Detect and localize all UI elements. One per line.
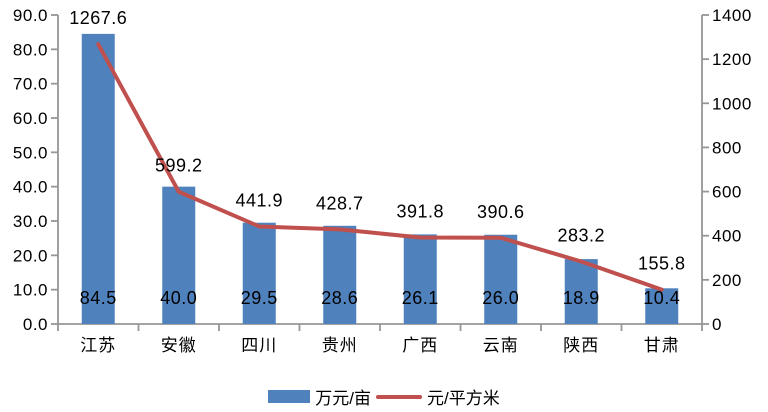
legend-item-bar-series: 万元/亩 bbox=[268, 384, 371, 409]
line-value-label-江苏: 1267.6 bbox=[69, 8, 127, 28]
bar-value-label-甘肃: 10.4 bbox=[643, 288, 680, 308]
bar-value-label-云南: 26.0 bbox=[482, 288, 519, 308]
left-axis-tick-label: 20.0 bbox=[13, 246, 48, 265]
right-axis-tick-label: 200 bbox=[712, 271, 742, 290]
category-label-江苏: 江苏 bbox=[80, 336, 116, 355]
line-value-label-贵州: 428.7 bbox=[316, 193, 364, 213]
line-value-label-云南: 390.6 bbox=[477, 202, 525, 222]
right-axis-tick-label: 0 bbox=[712, 315, 722, 334]
bar-四川 bbox=[242, 222, 276, 324]
bar-贵州 bbox=[323, 225, 357, 324]
bar-value-label-四川: 29.5 bbox=[241, 288, 278, 308]
bar-广西 bbox=[403, 234, 437, 324]
category-label-云南: 云南 bbox=[483, 336, 519, 355]
left-axis-tick-label: 30.0 bbox=[13, 212, 48, 231]
left-axis-tick-label: 50.0 bbox=[13, 143, 48, 162]
category-label-广西: 广西 bbox=[402, 336, 438, 355]
right-axis-tick-label: 600 bbox=[712, 183, 742, 202]
category-label-四川: 四川 bbox=[241, 336, 277, 355]
category-label-甘肃: 甘肃 bbox=[644, 336, 680, 355]
category-label-陕西: 陕西 bbox=[563, 336, 599, 355]
line-value-label-广西: 391.8 bbox=[396, 202, 444, 222]
right-axis-tick-label: 800 bbox=[712, 138, 742, 157]
right-axis-tick-label: 400 bbox=[712, 227, 742, 246]
line-value-label-甘肃: 155.8 bbox=[638, 254, 686, 274]
line-value-label-安徽: 599.2 bbox=[155, 156, 203, 176]
legend: 万元/亩 元/平方米 bbox=[0, 384, 768, 409]
bar-安徽 bbox=[162, 186, 196, 324]
left-axis-tick-label: 60.0 bbox=[13, 109, 48, 128]
line-value-label-四川: 441.9 bbox=[235, 190, 283, 210]
left-axis-tick-label: 80.0 bbox=[13, 40, 48, 59]
category-label-贵州: 贵州 bbox=[322, 336, 358, 355]
bar-value-label-江苏: 84.5 bbox=[80, 288, 117, 308]
bar-甘肃 bbox=[645, 288, 679, 324]
left-axis-tick-label: 10.0 bbox=[13, 281, 48, 300]
bar-陕西 bbox=[564, 259, 598, 324]
category-label-安徽: 安徽 bbox=[161, 336, 197, 355]
bar-value-label-陕西: 18.9 bbox=[563, 288, 600, 308]
legend-item-line-series: 元/平方米 bbox=[376, 384, 500, 409]
legend-label-bar-series: 万元/亩 bbox=[315, 389, 371, 408]
line-series-path bbox=[96, 42, 664, 292]
legend-label-line-series: 元/平方米 bbox=[427, 389, 500, 408]
right-axis-tick-label: 1000 bbox=[712, 94, 752, 113]
right-axis-tick-label: 1400 bbox=[712, 6, 752, 25]
line-series-swatch-icon bbox=[376, 394, 422, 399]
bar-value-label-广西: 26.1 bbox=[402, 288, 439, 308]
plot-area: 0.0 10.0 20.0 30.0 40.0 50.0 60.0 70.0 80.0 90.0 0… bbox=[13, 6, 752, 355]
left-axis-tick-label: 0.0 bbox=[23, 315, 48, 334]
bar-云南 bbox=[484, 234, 518, 324]
left-axis-tick-label: 40.0 bbox=[13, 178, 48, 197]
right-axis-tick-label: 1200 bbox=[712, 50, 752, 69]
line-value-label-陕西: 283.2 bbox=[557, 225, 605, 245]
bar-series-swatch-icon bbox=[268, 390, 311, 403]
bar-value-label-安徽: 40.0 bbox=[160, 288, 197, 308]
bar-江苏 bbox=[81, 33, 115, 325]
left-axis-tick-label: 90.0 bbox=[13, 6, 48, 25]
left-axis-tick-label: 70.0 bbox=[13, 75, 48, 94]
bar-value-label-贵州: 28.6 bbox=[321, 288, 358, 308]
